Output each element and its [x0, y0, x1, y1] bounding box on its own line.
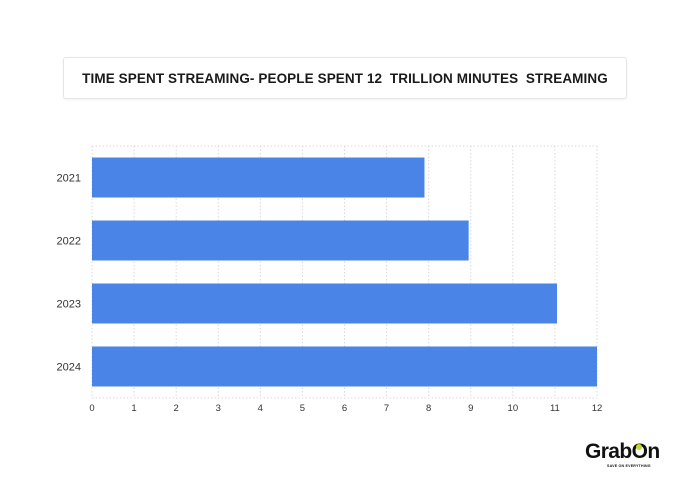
x-tick-label-6: 6 — [342, 403, 347, 414]
bar-2021 — [92, 157, 425, 198]
y-tick-label-2024: 2024 — [57, 362, 81, 374]
x-tick-label-3: 3 — [216, 403, 221, 414]
x-tick-label-11: 11 — [550, 403, 560, 414]
x-tick-label-12: 12 — [592, 403, 603, 414]
x-tick-label-1: 1 — [131, 403, 136, 414]
bar-2023 — [92, 283, 558, 324]
x-tick-label-10: 10 — [508, 403, 519, 414]
bar-2022 — [92, 220, 469, 261]
x-tick-label-4: 4 — [258, 403, 263, 414]
logo-tagline: SAVE ON EVERYTHING — [607, 464, 651, 468]
bar-2024 — [92, 346, 597, 387]
x-tick-label-2: 2 — [174, 403, 179, 414]
y-tick-label-2021: 2021 — [57, 173, 81, 185]
x-tick-label-8: 8 — [426, 403, 431, 414]
y-tick-label-2023: 2023 — [57, 299, 81, 311]
grabon-logo: GrabOn SAVE ON EVERYTHING — [585, 441, 665, 475]
logo-wordmark: GrabOn — [585, 440, 660, 463]
y-tick-label-2022: 2022 — [57, 236, 81, 248]
x-tick-label-9: 9 — [468, 403, 473, 414]
x-tick-label-0: 0 — [89, 403, 94, 414]
chart-title: TIME SPENT STREAMING- PEOPLE SPENT 12 TR… — [82, 70, 608, 86]
x-tick-label-5: 5 — [300, 403, 305, 414]
chart-title-box: TIME SPENT STREAMING- PEOPLE SPENT 12 TR… — [63, 57, 627, 99]
x-tick-label-7: 7 — [384, 403, 389, 414]
logo-accent-dot — [636, 444, 642, 450]
